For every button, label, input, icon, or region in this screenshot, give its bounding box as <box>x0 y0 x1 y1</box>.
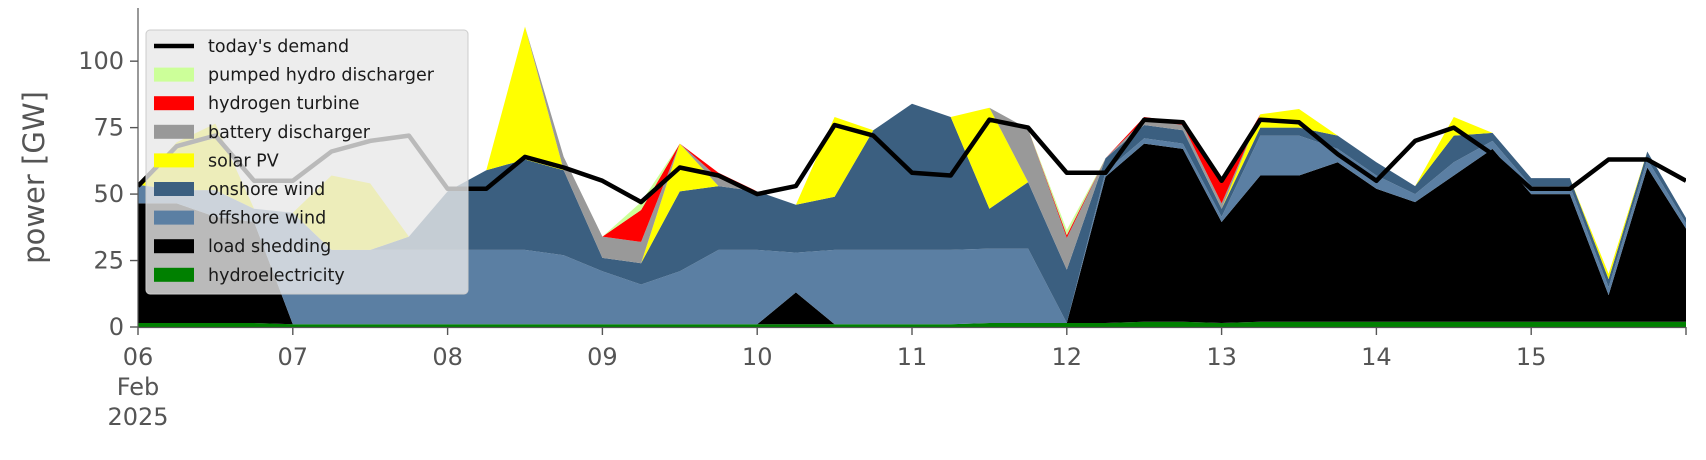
x-tick-label: 10 <box>742 343 773 371</box>
legend-swatch <box>154 267 194 282</box>
y-tick-label: 75 <box>93 114 124 142</box>
legend-item-hydrogen-turbine: hydrogen turbine <box>154 94 360 114</box>
area-solar-pv <box>138 26 1686 280</box>
axes: 0 25 50 75 100 06 Feb 2025 07 08 09 10 11 12 13 14 15 pow… <box>17 8 1687 431</box>
y-tick-label: 100 <box>78 47 124 75</box>
area-offshore-wind <box>138 135 1686 325</box>
legend-item-solar-pv: solar PV <box>154 151 279 171</box>
legend-label: load shedding <box>208 237 331 257</box>
y-tick-label: 0 <box>109 313 124 341</box>
x-tick-label: 15 <box>1516 343 1547 371</box>
y-axis-label: power [GW] <box>17 91 51 264</box>
x-tick-label: 08 <box>432 343 463 371</box>
legend-label: onshore wind <box>208 180 325 200</box>
x-tick-label: 06 Feb 2025 <box>107 343 168 431</box>
x-tick-label: 11 <box>897 343 928 371</box>
legend-swatch <box>154 96 194 111</box>
area-onshore-wind <box>138 103 1686 323</box>
legend-swatch <box>154 239 194 254</box>
legend-box <box>145 29 469 295</box>
y-tick-label: 25 <box>93 247 124 275</box>
legend-label: offshore wind <box>208 209 326 229</box>
area-load-shedding <box>138 143 1686 325</box>
legend-item-today-s-demand: today's demand <box>154 37 349 57</box>
legend-swatch <box>154 210 194 225</box>
legend-item-hydroelectricity: hydroelectricity <box>154 266 345 286</box>
legend-label: today's demand <box>208 37 349 57</box>
legend-item-offshore-wind: offshore wind <box>154 209 326 229</box>
legend-label: solar PV <box>208 151 279 171</box>
legend-label: hydroelectricity <box>208 266 345 286</box>
legend-swatch <box>154 67 194 82</box>
y-tick-label: 50 <box>93 180 124 208</box>
x-tick-label: 09 <box>587 343 618 371</box>
area-hydroelectricity <box>138 321 1686 327</box>
legend-item-battery-discharger: battery discharger <box>154 123 371 143</box>
legend-swatch <box>154 124 194 139</box>
legend-label: battery discharger <box>208 123 371 143</box>
x-tick-label: 14 <box>1361 343 1392 371</box>
legend-label: hydrogen turbine <box>208 94 360 114</box>
x-tick-label: 07 <box>278 343 309 371</box>
legend-swatch <box>154 182 194 196</box>
legend-item-load-shedding: load shedding <box>154 237 331 257</box>
stacked-areas <box>138 26 1686 327</box>
x-tick-label: 12 <box>1052 343 1083 371</box>
legend-label: pumped hydro discharger <box>208 66 435 86</box>
legend-item-onshore-wind: onshore wind <box>154 180 325 200</box>
legend-item-pumped-hydro-discharger: pumped hydro discharger <box>154 66 435 86</box>
x-tick-label: 13 <box>1206 343 1237 371</box>
legend-swatch <box>154 153 194 168</box>
legend: today's demand pumped hydro discharger hyd… <box>145 29 469 295</box>
